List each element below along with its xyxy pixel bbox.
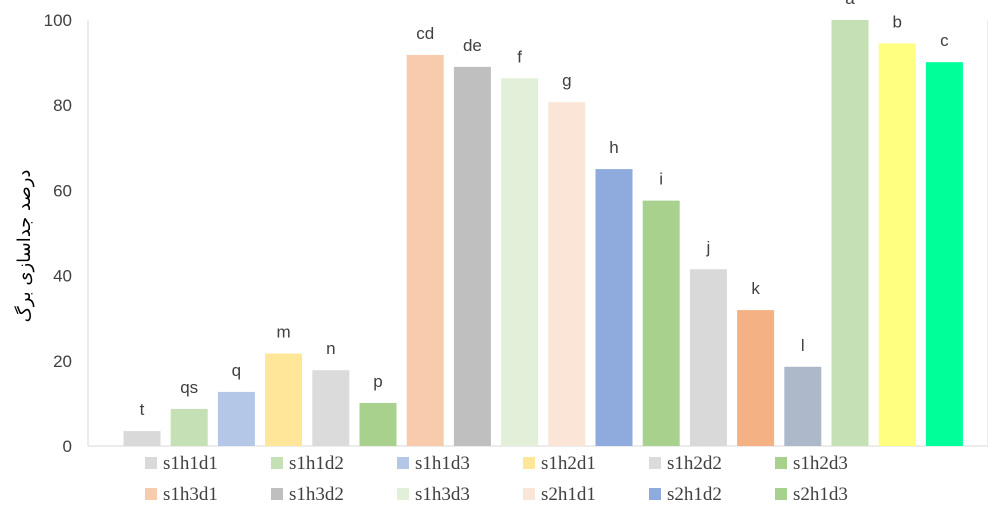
y-tick-label: 20	[53, 352, 72, 371]
y-tick-label: 60	[53, 181, 72, 200]
data-label-s2h2d1: j	[706, 238, 711, 257]
legend-swatch	[145, 457, 157, 469]
legend-label: s1h1d2	[289, 453, 344, 474]
legend-label: s1h2d3	[793, 453, 848, 474]
legend-label: s2h1d3	[793, 484, 848, 505]
legend-swatch	[271, 488, 283, 500]
bar-s2h3d2	[878, 43, 916, 447]
legend-swatch	[523, 488, 535, 500]
data-label-s1h2d2: n	[326, 339, 335, 358]
bar-s2h3d3	[925, 62, 963, 446]
data-label-s1h2d3: p	[373, 372, 382, 391]
y-axis-label: درصد جداسازی برگ	[14, 170, 35, 323]
legend-label: s1h1d3	[415, 453, 470, 474]
data-label-s1h1d3: q	[232, 361, 241, 380]
data-label-s2h2d2: k	[751, 279, 760, 298]
data-label-s2h3d1: a	[845, 0, 855, 8]
bar-s1h1d2	[170, 408, 208, 446]
legend-swatch	[397, 488, 409, 500]
bar-s2h3d1	[831, 20, 869, 446]
y-tick-label: 0	[63, 437, 72, 456]
y-tick-label: 80	[53, 96, 72, 115]
legend-label: s1h3d3	[415, 484, 470, 505]
data-label-s1h2d1: m	[277, 323, 291, 342]
data-label-s2h3d3: c	[940, 31, 949, 50]
bar-s1h3d1	[406, 54, 444, 446]
y-tick-label: 100	[44, 11, 72, 30]
legend-swatch	[145, 488, 157, 500]
bar-s1h2d1	[265, 353, 303, 446]
legend-swatch	[271, 457, 283, 469]
legend-swatch	[649, 488, 661, 500]
bar-s1h2d3	[359, 402, 397, 446]
data-label-s1h1d2: qs	[180, 378, 198, 397]
legend-label: s1h3d2	[289, 484, 344, 505]
data-labels: t qs q m n p cd de f g h i j k l a b c	[140, 0, 950, 419]
legend-label: s1h2d1	[541, 453, 596, 474]
bar-s2h1d1	[548, 102, 586, 446]
bar-s1h2d2	[312, 370, 350, 446]
legend-swatch	[649, 457, 661, 469]
legend: s1h1d1 s1h1d2 s1h1d3 s1h2d1 s1h2d2 s1h2d3 s1h3…	[145, 453, 848, 505]
legend-label: s1h3d1	[163, 484, 218, 505]
bar-s2h2d3	[784, 366, 822, 446]
data-label-s1h3d3: f	[517, 47, 522, 66]
legend-label: s1h1d1	[163, 453, 218, 474]
data-label-s1h3d2: de	[463, 36, 482, 55]
bar-s2h2d2	[737, 310, 775, 446]
legend-swatch	[397, 457, 409, 469]
legend-swatch	[775, 457, 787, 469]
legend-label: s2h1d2	[667, 484, 722, 505]
y-tick-labels: 0 20 40 60 80 100	[44, 11, 72, 456]
data-label-s2h1d3: i	[659, 170, 663, 189]
legend-swatch	[775, 488, 787, 500]
bar-s1h1d3	[217, 391, 255, 446]
y-tick-label: 40	[53, 267, 72, 286]
bar-s1h3d3	[501, 78, 539, 446]
data-label-s1h1d1: t	[140, 400, 145, 419]
legend-label: s2h1d1	[541, 484, 596, 505]
legend-label: s1h2d2	[667, 453, 722, 474]
data-label-s1h3d1: cd	[416, 24, 434, 43]
legend-swatch	[523, 457, 535, 469]
data-label-s2h3d2: b	[892, 12, 901, 31]
bar-s2h1d2	[595, 169, 633, 446]
bars	[123, 20, 963, 447]
bar-s2h2d1	[689, 269, 727, 446]
bar-s2h1d3	[642, 200, 680, 446]
bar-s1h3d2	[453, 66, 491, 447]
data-label-s2h1d1: g	[562, 71, 571, 90]
bar-s1h1d1	[123, 431, 161, 446]
data-label-s2h1d2: h	[609, 138, 618, 157]
data-label-s2h2d3: l	[801, 336, 805, 355]
